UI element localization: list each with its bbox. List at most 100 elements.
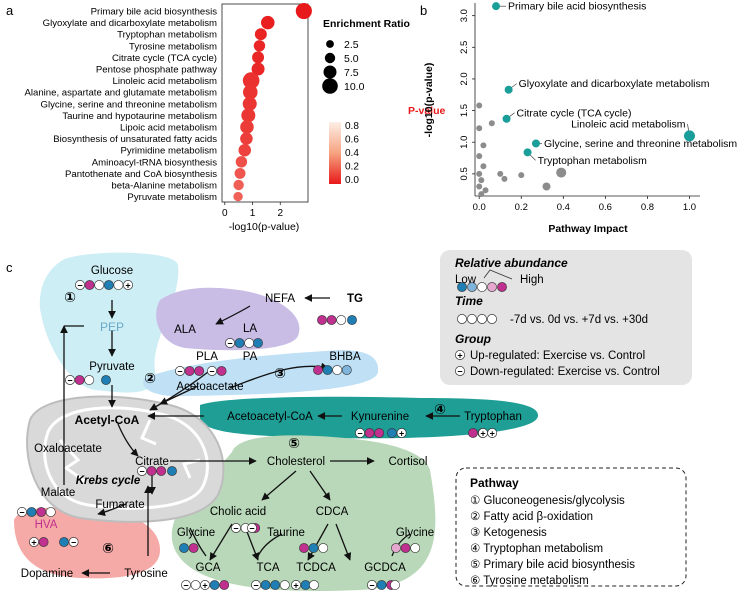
- panel-label-b: b: [420, 3, 427, 18]
- abundance-circle: [410, 543, 421, 553]
- node-cortisol: Cortisol: [389, 456, 428, 468]
- group-sign: +: [125, 280, 130, 290]
- size-legend-title: Enrichment Ratio: [323, 18, 410, 30]
- plot-b-ytick-label: 2.5: [459, 41, 470, 54]
- group-sign: −: [77, 280, 82, 290]
- plot-a-category-label: Glycine, serine and threonine metabolism: [40, 99, 217, 110]
- abundance-circle: [38, 537, 49, 547]
- node-citrate: Citrate: [135, 456, 169, 468]
- legend-group-circle: [455, 366, 465, 376]
- plot-a-category-label: Citrate cycle (TCA cycle): [112, 53, 217, 64]
- abundance-circle: [234, 338, 245, 348]
- plot-b-xtick-label: 0.6: [599, 202, 612, 213]
- region-bile-acid: [171, 435, 436, 592]
- abundance-strip: −: [175, 366, 205, 376]
- plot-b-point-label: Tryptophan metabolism: [538, 155, 648, 167]
- plot-a-dot: [295, 2, 312, 20]
- node-pyruvate: Pyruvate: [89, 361, 134, 373]
- abundance-circle: [341, 365, 352, 375]
- pathway-legend-box: [455, 467, 687, 587]
- group-sign: +: [490, 428, 495, 438]
- legend-abundance-circle: [457, 282, 467, 292]
- plot-b-xlabel: Pathway Impact: [548, 223, 628, 235]
- group-sign-circle: [207, 366, 217, 376]
- plot-b-xtick-label: 0.0: [473, 202, 486, 213]
- plot-b-point: [476, 170, 483, 177]
- plot-b-point: [476, 125, 483, 132]
- plot-a-dot: [254, 28, 267, 41]
- abundance-strip: +: [478, 428, 488, 438]
- plot-a-dot: [234, 167, 246, 179]
- plot-a-xtick-label: 1: [250, 208, 256, 219]
- plot-b-ytick-label: 0.5: [459, 167, 470, 180]
- node-tryptophan: Tryptophan: [464, 411, 522, 423]
- abundance-circle: [299, 543, 309, 553]
- group-sign-circle: [75, 280, 85, 290]
- legend-group-sign: +: [457, 350, 462, 360]
- size-legend-dot: [326, 40, 334, 48]
- node-cholic-acid: Cholic acid: [210, 506, 266, 518]
- plot-a-dot: [243, 84, 258, 100]
- plot-b-highlight-point: [683, 130, 695, 142]
- abundance-circle: [374, 428, 385, 438]
- node-glycine-1: Glycine: [177, 527, 215, 539]
- region-ketogenesis: [143, 350, 379, 397]
- abundance-strip: −: [251, 580, 290, 590]
- plot-a-category-label: Primary bile acid biosynthesis: [91, 7, 218, 18]
- plot-a-category-label: Pantothenate and CoA biosynthesis: [65, 169, 217, 180]
- marker-pathway-3: ③: [274, 365, 286, 381]
- abundance-circle: [326, 315, 337, 325]
- plot-b-highlight-point: [523, 148, 532, 157]
- abundance-circle: [219, 580, 230, 590]
- pathway-number-markers: ① ② ③ ④ ⑤ ⑥: [64, 289, 446, 556]
- abundance-circle: [308, 543, 319, 553]
- abundance-circle: [190, 580, 201, 590]
- node-nefa: NEFA: [265, 293, 295, 305]
- abundance-strip: [299, 543, 329, 553]
- size-legend-dot: [323, 65, 337, 79]
- abundance-strip: −: [137, 466, 167, 476]
- abundance-circle: [400, 543, 411, 553]
- region-tyrosine: [14, 507, 160, 579]
- abundance-strip: [390, 580, 400, 590]
- legend-abundance-circle: [477, 282, 487, 292]
- abundance-circle: [146, 466, 157, 476]
- abundance-circle: [300, 580, 311, 590]
- group-sign: −: [227, 338, 232, 348]
- plot-a-xtick-label: 0: [222, 208, 228, 219]
- marker-pathway-2: ②: [144, 370, 156, 386]
- group-sign-circle: [175, 366, 185, 376]
- plot-b-point-label: Glycine, serine and threonine metabolism: [544, 138, 737, 150]
- legend-down-text: Down-regulated: Exercise vs. Control: [470, 366, 660, 378]
- abundance-strip: [347, 315, 357, 325]
- node-glucose: Glucose: [91, 265, 133, 277]
- group-sign-circle: [396, 428, 407, 438]
- plot-b-point: [482, 187, 489, 194]
- group-sign: −: [183, 580, 188, 590]
- group-sign: +: [31, 537, 36, 547]
- abundance-strip: +: [200, 580, 230, 590]
- abundance-circle: [387, 428, 397, 438]
- group-sign: +: [202, 580, 207, 590]
- node-oxaloacetate: Oxaloacetate: [34, 443, 102, 455]
- diagram-labels: Glucose PEP Pyruvate Acetyl-CoA NEFA TG …: [21, 265, 522, 580]
- abundance-circle: [322, 365, 333, 375]
- legend-high: High: [520, 274, 544, 286]
- group-sign: −: [177, 366, 182, 376]
- legend-time-text: -7d vs. 0d vs. +7d vs. +30d: [510, 314, 648, 326]
- legend-time-circle: [467, 314, 477, 324]
- abundance-strip: [179, 543, 199, 553]
- color-legend-tick: 0.6: [345, 135, 359, 146]
- abundance-strip: −: [181, 580, 201, 590]
- abundance-circle: [253, 338, 263, 348]
- region-fatty-acid-oxidation: [156, 287, 300, 351]
- mitochondrion: [26, 395, 225, 523]
- pathway-legend-item-4: ④ Tryptophan metabolism: [470, 543, 603, 555]
- abundance-strip: −: [17, 507, 56, 517]
- plot-b-point: [501, 175, 508, 182]
- node-pla: PLA: [196, 351, 218, 363]
- plot-b-point: [476, 183, 483, 190]
- node-taurine: Taurine: [267, 527, 305, 539]
- group-sign-circle: [247, 523, 257, 533]
- abundance-strip: −: [75, 280, 124, 290]
